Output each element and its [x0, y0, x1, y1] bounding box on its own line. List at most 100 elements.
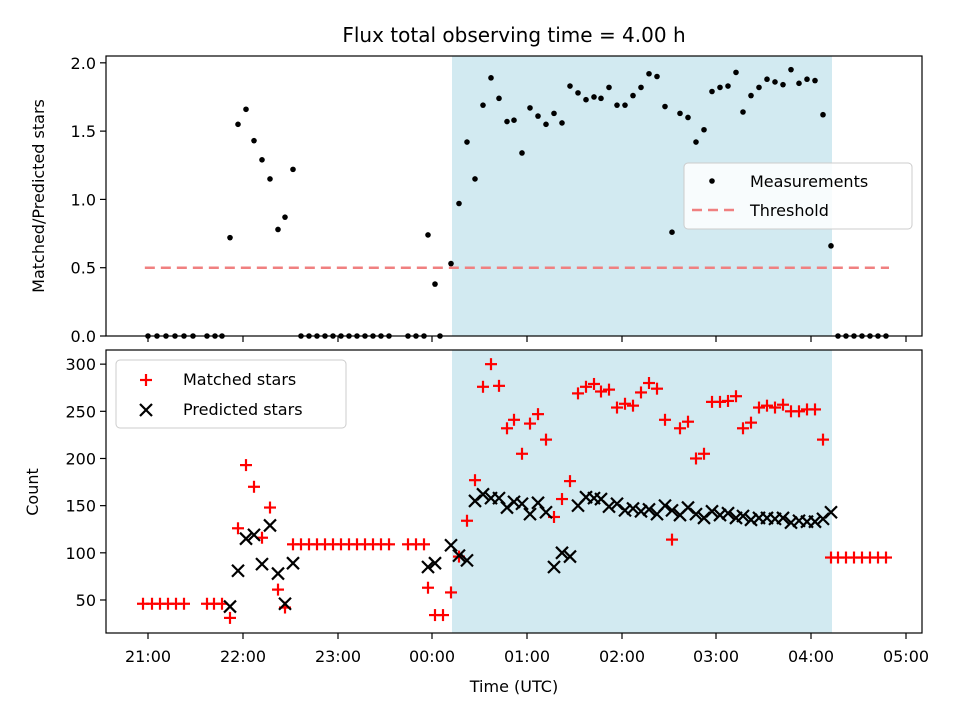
measurement-point	[772, 79, 778, 85]
matched-star-point	[659, 413, 671, 426]
measurement-point	[559, 120, 565, 126]
matched-star-point	[635, 386, 647, 399]
matched-star-point	[817, 433, 829, 446]
count-plot-frame	[105, 349, 923, 634]
x-axis-label: Time (UTC)	[469, 677, 558, 696]
measurement-point	[282, 214, 288, 220]
count-y-tick-label: 300	[65, 355, 96, 374]
measurement-point	[717, 84, 723, 91]
matched-star-point	[556, 493, 568, 506]
measurement-point	[551, 110, 557, 117]
measurement-point	[733, 69, 739, 76]
measurement-point	[583, 96, 589, 103]
ratio-y-tick-label: 1.5	[71, 122, 96, 141]
measurement-point	[630, 92, 636, 99]
matched-star-point	[485, 358, 497, 371]
matched-star-point	[595, 385, 607, 398]
ratio-y-tick-label: 0.5	[71, 259, 96, 278]
matched-star-point	[880, 551, 892, 564]
ratio-y-tick-label: 1.0	[71, 190, 96, 209]
predicted-star-point	[665, 503, 679, 518]
measurement-point	[598, 95, 604, 102]
matched-star-point	[178, 597, 190, 610]
measurement-point	[472, 176, 478, 182]
matched-star-point	[516, 447, 528, 460]
measurement-point	[504, 118, 510, 125]
x-tick-label: 02:00	[599, 647, 645, 666]
ratio-legend: Measurements Threshold	[683, 162, 913, 230]
legend-matched-marker	[140, 374, 152, 386]
measurement-point	[764, 76, 770, 83]
matched-star-point	[469, 474, 481, 487]
measurement-point	[756, 84, 762, 91]
predicted-star-point	[808, 514, 822, 529]
matched-star-point	[580, 380, 592, 393]
predicted-star-point	[744, 513, 758, 527]
predicted-star-point	[271, 566, 285, 581]
matched-star-point	[777, 398, 789, 411]
matched-star-point	[666, 533, 678, 546]
x-tick-label: 01:00	[504, 647, 550, 666]
predicted-star-point	[263, 518, 277, 533]
predicted-star-point	[713, 508, 727, 522]
matched-star-point	[264, 501, 276, 514]
measurement-point	[235, 121, 241, 128]
measurement-point	[606, 84, 612, 91]
count-x-ticks: 21:00 22:00 23:00 00:00 01:00 02:00 03:00 04:00…	[125, 633, 929, 666]
measurement-point	[496, 95, 502, 102]
predicted-star-point	[555, 546, 569, 560]
matched-star-point	[722, 394, 734, 407]
predicted-star-point	[618, 503, 632, 518]
ratio-panel: 0.00.51.01.52.0 Matched/Predicted stars …	[29, 54, 923, 346]
matched-star-point	[809, 403, 821, 416]
measurement-point	[788, 66, 794, 73]
measurement-point	[654, 73, 660, 80]
measurement-point	[456, 200, 462, 207]
matched-star-point	[627, 399, 639, 412]
measurement-point	[796, 80, 802, 87]
count-y-ticks: 50 100 150 200 250 300	[65, 355, 106, 610]
measurement-point	[669, 229, 675, 235]
matched-star-point	[793, 405, 805, 418]
count-y-tick-label: 150	[65, 497, 96, 516]
measurement-point	[488, 75, 494, 81]
matched-star-point	[524, 417, 536, 430]
count-points	[137, 358, 892, 624]
measurement-point	[227, 234, 233, 241]
matched-star-point	[745, 416, 757, 429]
matched-star-point	[572, 387, 584, 400]
predicted-star-point	[547, 560, 561, 574]
matched-star-point	[651, 382, 663, 395]
ratio-y-tick-label: 0.0	[71, 327, 96, 346]
predicted-star-point	[721, 506, 735, 520]
count-y-axis-label: Count	[23, 468, 42, 516]
matched-star-point	[501, 422, 513, 435]
matched-star-point	[619, 397, 631, 410]
measurement-point	[685, 114, 691, 121]
count-y-tick-label: 100	[65, 544, 96, 563]
matched-star-point	[422, 581, 434, 594]
count-y-tick-label: 250	[65, 402, 96, 421]
measurement-point	[575, 90, 581, 96]
measurement-point	[464, 139, 470, 145]
matched-star-point	[477, 380, 489, 393]
measurement-point	[275, 226, 281, 233]
matched-star-point	[532, 408, 544, 421]
ratio-x-ticks	[147, 336, 907, 342]
measurement-point	[511, 117, 517, 123]
predicted-star-point	[626, 501, 640, 516]
predicted-star-point	[563, 549, 577, 564]
predicted-star-point	[515, 496, 529, 511]
predicted-star-point	[658, 498, 672, 513]
measurement-point	[543, 121, 549, 128]
matched-star-point	[588, 377, 600, 390]
predicted-star-point	[239, 531, 253, 546]
measurement-point	[820, 111, 826, 118]
measurement-point	[748, 92, 754, 99]
matched-star-point	[643, 377, 655, 390]
predicted-star-point	[460, 553, 474, 568]
ratio-y-ticks: 0.0 0.5 1.0 1.5 2.0	[71, 54, 106, 346]
measurement-point	[535, 113, 541, 119]
measurement-point	[646, 70, 652, 77]
